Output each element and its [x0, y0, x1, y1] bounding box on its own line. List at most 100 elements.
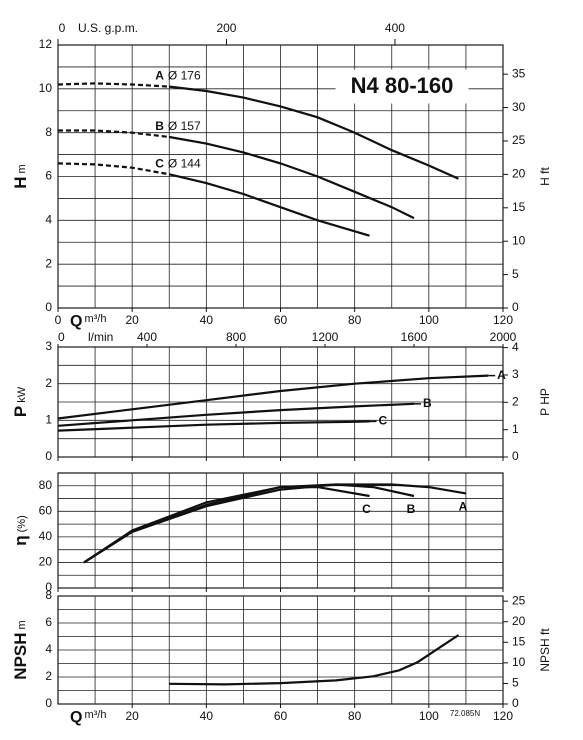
y-tick-label: 0 [45, 580, 52, 594]
y-tick-label: 6 [45, 615, 52, 629]
y2-tick-label: 0 [512, 696, 519, 710]
series-diameter: Ø 157 [168, 119, 201, 133]
y2-tick-label: 10 [512, 233, 526, 247]
series-name: A [155, 69, 164, 83]
y2-tick-label: 30 [512, 100, 526, 114]
chart-code: 72.085N [450, 709, 480, 718]
y-tick-label: 1 [45, 413, 52, 427]
y2-tick-label: 0 [512, 300, 519, 314]
curve-dashed [57, 162, 170, 176]
y-tick-label: 8 [45, 125, 52, 139]
series-diameter: Ø 176 [168, 69, 201, 83]
y-tick-label: 10 [39, 81, 53, 95]
x-axis-unit: m³/h [84, 709, 106, 721]
x2-tick-label: 400 [137, 330, 157, 344]
series-label: C [379, 414, 388, 428]
y-axis-label: Hm [11, 164, 30, 188]
x2-tick-label: 1600 [401, 330, 428, 344]
y-tick-label: 4 [45, 213, 52, 227]
x-tick-label: 80 [348, 709, 362, 723]
y-tick-label: 8 [45, 588, 52, 602]
y-tick-label: 12 [39, 37, 53, 51]
y2-tick-label: 15 [512, 634, 526, 648]
curve-dashed [57, 82, 170, 88]
series-name: B [155, 119, 164, 133]
x-axis-unit: m³/h [84, 313, 106, 325]
y-axis-label: PkW [11, 386, 30, 417]
series-label: A [497, 368, 506, 382]
series-label: C Ø 144 [155, 156, 201, 170]
y-tick-label: 80 [39, 478, 53, 492]
y-tick-label: 3 [45, 339, 52, 353]
y-tick-label: 4 [45, 642, 52, 656]
x-axis-name: Q [70, 313, 82, 330]
x-tick-label: 100 [419, 313, 439, 327]
x-axis-name: Q [70, 709, 82, 726]
x3-tick-label: 400 [385, 21, 405, 35]
x-tick-label: 0 [55, 313, 62, 327]
x2-tick-label: 1200 [312, 330, 339, 344]
y2-tick-label: 20 [512, 614, 526, 628]
y-axis-label: η (%) [11, 515, 30, 546]
y2-tick-label: 1 [512, 422, 519, 436]
x-tick-label: 20 [125, 313, 139, 327]
y-axis-name: NPSH [11, 632, 30, 679]
y2-tick-label: 4 [512, 340, 519, 354]
x-tick-label: 120 [493, 709, 513, 723]
y-tick-label: 0 [45, 449, 52, 463]
y2-axis-label: H ft [538, 167, 552, 186]
series-label: A [459, 500, 468, 514]
y2-axis-label: P HP [538, 388, 552, 416]
x-tick-label: 20 [125, 709, 139, 723]
x-tick-label: 60 [274, 313, 288, 327]
x2-tick-label: 2000 [490, 330, 517, 344]
y-axis-unit: m [16, 164, 28, 173]
y2-tick-label: 10 [512, 655, 526, 669]
y2-tick-label: 5 [512, 676, 519, 690]
curve [83, 486, 370, 564]
x2-axis-label: l/min [88, 330, 113, 344]
series-name: C [155, 156, 164, 170]
curve [169, 135, 415, 220]
y-tick-label: 2 [45, 669, 52, 683]
y2-axis-label: NPSH ft [538, 628, 552, 672]
y2-tick-label: 15 [512, 200, 526, 214]
y2-tick-label: 3 [512, 367, 519, 381]
y2-tick-label: 5 [512, 267, 519, 281]
curve [57, 420, 370, 432]
series-label: B [407, 502, 416, 516]
curve [169, 85, 459, 180]
y2-tick-label: 0 [512, 449, 519, 463]
curve [57, 402, 415, 427]
x-tick-label: 40 [200, 313, 214, 327]
y-tick-label: 20 [39, 555, 53, 569]
y-tick-label: 6 [45, 169, 52, 183]
title-box [335, 69, 469, 104]
y-axis-unit: m [16, 620, 28, 629]
y-tick-label: 0 [45, 300, 52, 314]
y-axis-name: H [11, 176, 30, 188]
x-tick-label: 120 [493, 313, 513, 327]
x3-tick-label: 200 [216, 21, 236, 35]
x2-tick-label: 800 [226, 330, 246, 344]
x-tick-label: 100 [419, 709, 439, 723]
y-axis-unit: (%) [16, 515, 28, 532]
y-tick-label: 0 [45, 696, 52, 710]
curve-dashed [58, 129, 170, 139]
y-tick-label: 40 [39, 529, 53, 543]
y-tick-label: 60 [39, 504, 53, 518]
y-axis-unit: kW [16, 386, 28, 403]
curve [169, 173, 370, 237]
series-label: B [423, 396, 432, 410]
y2-tick-label: 20 [512, 167, 526, 181]
y2-tick-label: 25 [512, 133, 526, 147]
y2-tick-label: 2 [512, 394, 519, 408]
x-tick-label: 80 [348, 313, 362, 327]
series-label: A Ø 176 [155, 69, 201, 83]
x3-axis-label: U.S. g.p.m. [78, 21, 138, 35]
x-tick-label: 60 [274, 709, 288, 723]
y-tick-label: 2 [45, 376, 52, 390]
x-tick-label: 40 [200, 709, 214, 723]
